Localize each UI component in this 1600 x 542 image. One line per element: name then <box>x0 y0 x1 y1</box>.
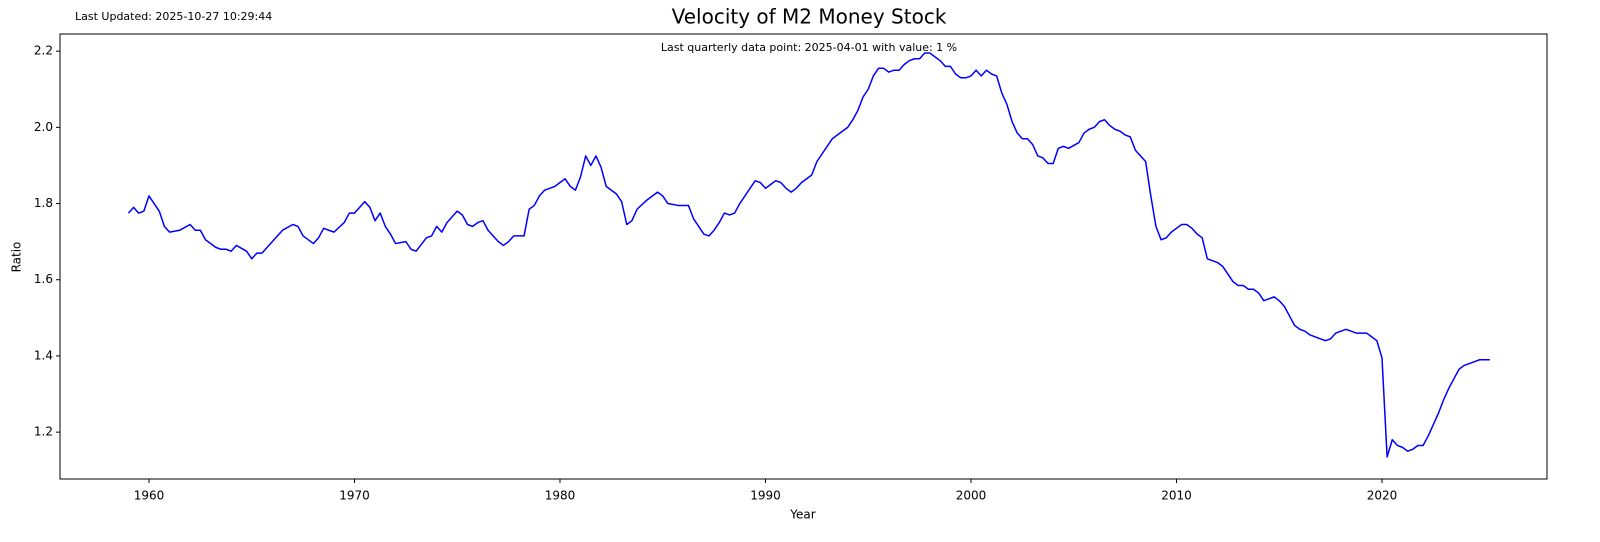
y-tick-label: 1.2 <box>34 425 53 439</box>
y-axis-label: Ratio <box>10 242 24 273</box>
y-tick-label: 1.4 <box>34 348 53 362</box>
x-tick-label: 1960 <box>134 489 165 503</box>
data-line <box>127 52 1490 458</box>
x-tick-label: 2010 <box>1161 489 1192 503</box>
y-tick-label: 2.2 <box>34 44 53 58</box>
chart-title: Velocity of M2 Money Stock <box>672 5 947 29</box>
x-tick-label: 1990 <box>750 489 781 503</box>
x-axis-label: Year <box>789 508 815 522</box>
x-tick-label: 2000 <box>956 489 987 503</box>
y-tick-label: 2.0 <box>34 120 53 134</box>
x-tick-label: 1970 <box>339 489 370 503</box>
plot-frame <box>59 33 1548 480</box>
annotation: Last quarterly data point: 2025-04-01 wi… <box>661 41 957 54</box>
y-tick-label: 1.8 <box>34 196 53 210</box>
last-updated: Last Updated: 2025-10-27 10:29:44 <box>75 10 272 23</box>
y-tick-label: 1.6 <box>34 272 53 286</box>
x-tick-label: 1980 <box>545 489 576 503</box>
x-tick-label: 2020 <box>1367 489 1398 503</box>
